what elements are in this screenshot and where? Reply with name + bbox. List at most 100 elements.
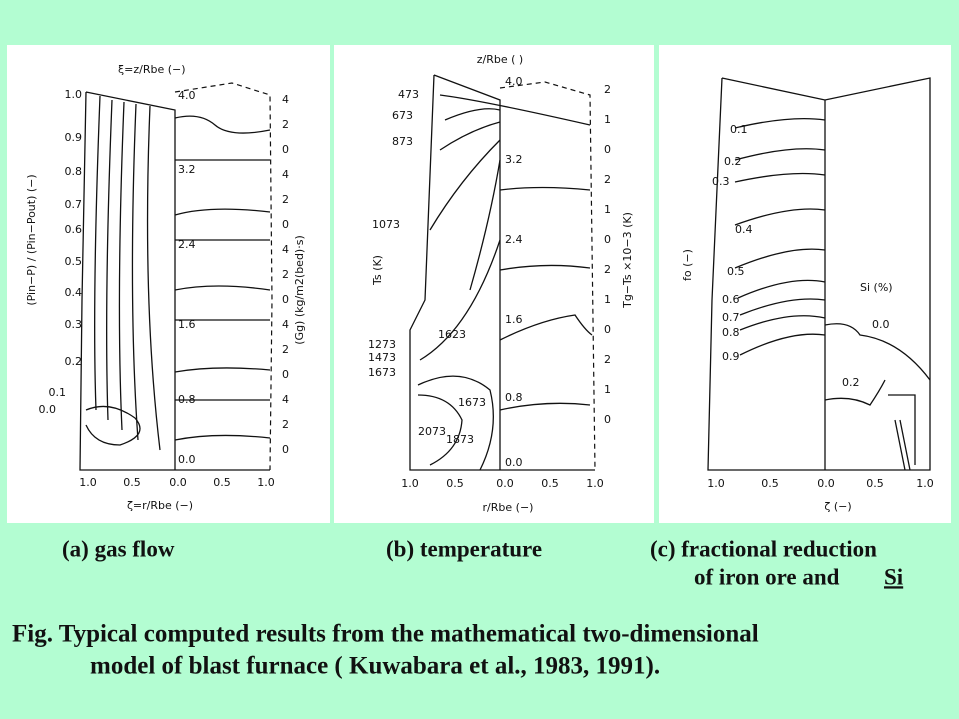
right-tick: 0 bbox=[282, 218, 289, 231]
z-label: 0.0 bbox=[178, 453, 196, 466]
contour-label: 1673 bbox=[458, 396, 486, 409]
right-tick: 2 bbox=[282, 418, 289, 431]
furnace-a bbox=[79, 82, 273, 471]
z-label: 1.6 bbox=[178, 318, 196, 331]
right-tick: 1 bbox=[604, 203, 611, 216]
right-tick: 2 bbox=[604, 83, 611, 96]
z-label: 3.2 bbox=[178, 163, 196, 176]
contour-label: 1873 bbox=[446, 433, 474, 446]
contour-label: 0.2 bbox=[65, 355, 83, 368]
z-label: 2.4 bbox=[505, 233, 523, 246]
bottom-tick: 1.0 bbox=[707, 477, 725, 490]
contour-label: 0.3 bbox=[712, 175, 730, 188]
bottom-tick: 0.0 bbox=[817, 477, 835, 490]
contour-label: 0.6 bbox=[65, 223, 83, 236]
left-label: fo (−) bbox=[681, 249, 694, 281]
furnace-c bbox=[707, 77, 931, 471]
contour-label: 1.0 bbox=[65, 88, 83, 101]
contour-label: 673 bbox=[392, 109, 413, 122]
right-label: Tg−Ts ×10−3 (K) bbox=[621, 212, 634, 309]
panel-b bbox=[334, 45, 654, 523]
z-label: 0.8 bbox=[178, 393, 196, 406]
bottom-tick: 1.0 bbox=[79, 476, 97, 489]
contour-label: 0.1 bbox=[730, 123, 748, 136]
bottom-tick: 0.5 bbox=[213, 476, 231, 489]
right-tick: 4 bbox=[282, 93, 289, 106]
right-tick: 2 bbox=[282, 343, 289, 356]
right-tick: 0 bbox=[604, 323, 611, 336]
caption-c-si: Si bbox=[884, 564, 904, 589]
si-label: Si (%) bbox=[860, 281, 893, 294]
figure-caption-line1: Fig. Typical computed results from the m… bbox=[12, 621, 759, 648]
contour-label: 0.8 bbox=[722, 326, 740, 339]
bottom-tick: 0.5 bbox=[866, 477, 884, 490]
z-label: 4.0 bbox=[178, 89, 196, 102]
top-label: z/Rbe ( ) bbox=[477, 53, 523, 66]
contour-label: 0.9 bbox=[722, 350, 740, 363]
bottom-tick: 1.0 bbox=[586, 477, 604, 490]
right-tick: 1 bbox=[604, 383, 611, 396]
bottom-label: ζ (−) bbox=[824, 500, 851, 513]
caption-a: (a) gas flow bbox=[62, 536, 175, 561]
bottom-tick: 0.5 bbox=[541, 477, 559, 490]
right-tick: 0 bbox=[604, 233, 611, 246]
right-tick: 4 bbox=[282, 318, 289, 331]
bottom-tick: 1.0 bbox=[401, 477, 419, 490]
contour-label: 0.4 bbox=[735, 223, 753, 236]
panel-c bbox=[659, 45, 951, 523]
caption-c: (c) fractional reduction bbox=[650, 536, 877, 561]
contour-label: 1273 bbox=[368, 338, 396, 351]
caption-b: (b) temperature bbox=[386, 536, 542, 561]
contour-label: 0.4 bbox=[65, 286, 83, 299]
contour-label: 0.8 bbox=[65, 165, 83, 178]
right-tick: 4 bbox=[282, 168, 289, 181]
contour-label: 0.5 bbox=[727, 265, 745, 278]
right-tick: 0 bbox=[282, 443, 289, 456]
left-label: (Pin−P) / (Pin−Pout) (−) bbox=[25, 174, 38, 305]
right-tick: 1 bbox=[604, 293, 611, 306]
contour-label: 0.5 bbox=[65, 255, 83, 268]
bottom-tick: 0.5 bbox=[123, 476, 141, 489]
left-label: Ts (K) bbox=[371, 255, 384, 286]
bottom-tick: 0.0 bbox=[496, 477, 514, 490]
contour-label: 0.2 bbox=[724, 155, 742, 168]
right-tick: 0 bbox=[604, 143, 611, 156]
right-tick: 0 bbox=[604, 413, 611, 426]
right-tick: 4 bbox=[282, 243, 289, 256]
contour-label: 0.1 bbox=[49, 386, 67, 399]
right-tick: 1 bbox=[604, 113, 611, 126]
contour-label: 1623 bbox=[438, 328, 466, 341]
z-label: 2.4 bbox=[178, 238, 196, 251]
top-label: ξ=z/Rbe (−) bbox=[118, 63, 186, 76]
bottom-label: r/Rbe (−) bbox=[483, 501, 534, 514]
z-label: 1.6 bbox=[505, 313, 523, 326]
right-tick: 4 bbox=[282, 393, 289, 406]
contour-label: 473 bbox=[398, 88, 419, 101]
right-tick: 0 bbox=[282, 293, 289, 306]
right-tick: 2 bbox=[282, 268, 289, 281]
z-label: 4.0 bbox=[505, 75, 523, 88]
contour-label: 0.7 bbox=[65, 198, 83, 211]
right-tick: 2 bbox=[604, 263, 611, 276]
contour-label: 1673 bbox=[368, 366, 396, 379]
contour-label: 1073 bbox=[372, 218, 400, 231]
z-label: 0.0 bbox=[505, 456, 523, 469]
right-label: (Gg) (kg/m2(bed)·s) bbox=[293, 235, 306, 344]
contour-label: 0.0 bbox=[39, 403, 57, 416]
si-contour: 0.2 bbox=[842, 376, 860, 389]
furnace-b bbox=[409, 74, 596, 471]
bottom-label: ζ=r/Rbe (−) bbox=[127, 499, 193, 512]
z-label: 3.2 bbox=[505, 153, 523, 166]
bottom-tick: 0.0 bbox=[169, 476, 187, 489]
contour-label: 0.9 bbox=[65, 131, 83, 144]
contour-label: 1473 bbox=[368, 351, 396, 364]
right-tick: 2 bbox=[282, 193, 289, 206]
si-contour: 0.0 bbox=[872, 318, 890, 331]
bottom-tick: 1.0 bbox=[257, 476, 275, 489]
bottom-tick: 1.0 bbox=[916, 477, 934, 490]
right-tick: 2 bbox=[604, 173, 611, 186]
contour-label: 0.6 bbox=[722, 293, 740, 306]
right-tick: 2 bbox=[282, 118, 289, 131]
panel-a bbox=[7, 45, 330, 523]
